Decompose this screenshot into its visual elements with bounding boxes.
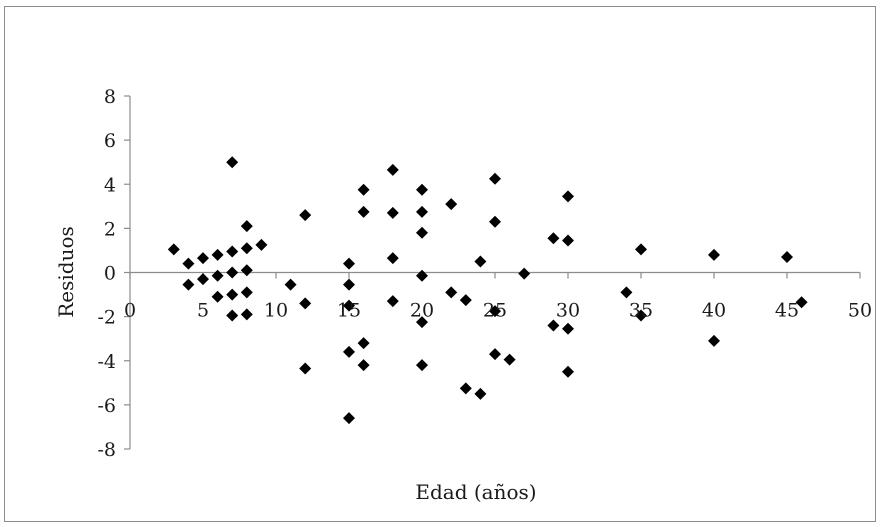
data-point xyxy=(781,251,793,264)
x-tick-label: 30 xyxy=(556,300,580,322)
data-point xyxy=(708,334,720,347)
data-point xyxy=(416,226,428,239)
data-point xyxy=(445,198,458,211)
data-point xyxy=(357,337,370,350)
data-point xyxy=(386,206,399,219)
data-point xyxy=(562,234,574,247)
data-point xyxy=(795,296,808,309)
data-point xyxy=(343,299,355,312)
y-tick-label: 4 xyxy=(104,174,116,196)
data-point xyxy=(299,209,312,222)
x-axis-title: Edad (años) xyxy=(415,480,536,504)
data-point xyxy=(240,220,253,233)
data-point xyxy=(386,295,399,308)
data-point xyxy=(255,238,268,251)
data-point xyxy=(708,248,720,261)
data-point xyxy=(416,359,428,372)
y-tick-label: -4 xyxy=(97,351,116,373)
data-point xyxy=(489,305,501,318)
data-point xyxy=(357,183,370,196)
x-tick-label: 15 xyxy=(337,300,361,322)
y-tick-label: -2 xyxy=(97,307,116,329)
data-point xyxy=(562,190,574,203)
data-point xyxy=(343,278,355,291)
data-point xyxy=(299,297,312,310)
data-point xyxy=(489,215,501,228)
data-point xyxy=(343,412,355,425)
x-axis xyxy=(129,271,861,279)
data-points xyxy=(167,156,808,425)
data-point xyxy=(635,243,647,256)
data-point xyxy=(167,243,180,256)
x-tick-label: 40 xyxy=(702,300,726,322)
data-point xyxy=(240,242,253,255)
x-tick-label: 0 xyxy=(124,300,136,322)
data-point xyxy=(635,309,647,322)
y-tick-label: 8 xyxy=(104,86,116,108)
data-point xyxy=(620,286,633,299)
x-tick-label: 5 xyxy=(197,300,209,322)
x-tick-label: 35 xyxy=(629,300,653,322)
y-tick-label: 2 xyxy=(104,218,116,240)
data-point xyxy=(211,269,224,282)
data-point xyxy=(211,248,224,261)
data-point xyxy=(459,294,472,307)
data-point xyxy=(386,163,399,176)
data-point xyxy=(474,255,487,268)
data-point xyxy=(445,286,458,299)
data-point xyxy=(240,286,253,299)
y-tick-label: -6 xyxy=(97,395,116,417)
data-point xyxy=(489,348,501,361)
y-tick-label: 6 xyxy=(104,130,116,152)
data-point xyxy=(357,359,370,372)
data-point xyxy=(211,290,224,303)
data-point xyxy=(459,382,472,395)
data-point xyxy=(343,257,355,270)
data-point xyxy=(547,319,560,332)
data-point xyxy=(562,322,574,335)
data-point xyxy=(503,353,516,366)
data-point xyxy=(226,245,239,258)
x-tick-label: 25 xyxy=(483,300,507,322)
data-point xyxy=(386,252,399,265)
data-point xyxy=(562,365,574,378)
x-tick-label: 10 xyxy=(264,300,288,322)
x-tick-label: 20 xyxy=(410,300,434,322)
data-point xyxy=(197,252,209,265)
chart-frame xyxy=(4,6,876,522)
x-tick-label: 45 xyxy=(775,300,799,322)
data-point xyxy=(197,273,209,286)
data-point xyxy=(226,156,239,169)
data-point xyxy=(518,267,531,280)
data-point xyxy=(240,264,253,277)
data-point xyxy=(416,316,428,329)
data-point xyxy=(240,308,253,321)
data-point xyxy=(474,387,487,400)
y-axis-title: Residuos xyxy=(54,226,78,318)
data-point xyxy=(357,205,370,218)
y-axis xyxy=(124,95,131,450)
y-tick-label: 0 xyxy=(104,263,116,285)
data-point xyxy=(182,257,195,270)
data-point xyxy=(226,309,239,322)
data-point xyxy=(182,278,195,291)
data-point xyxy=(226,266,239,279)
y-tick-label: -8 xyxy=(97,439,116,461)
data-point xyxy=(284,278,297,291)
data-point xyxy=(343,345,355,358)
data-point xyxy=(226,288,239,301)
data-point xyxy=(489,172,501,185)
data-point xyxy=(416,205,428,218)
data-point xyxy=(299,362,312,375)
x-tick-label: 50 xyxy=(848,300,872,322)
data-point xyxy=(416,183,428,196)
data-point xyxy=(547,232,560,245)
data-point xyxy=(416,269,428,282)
